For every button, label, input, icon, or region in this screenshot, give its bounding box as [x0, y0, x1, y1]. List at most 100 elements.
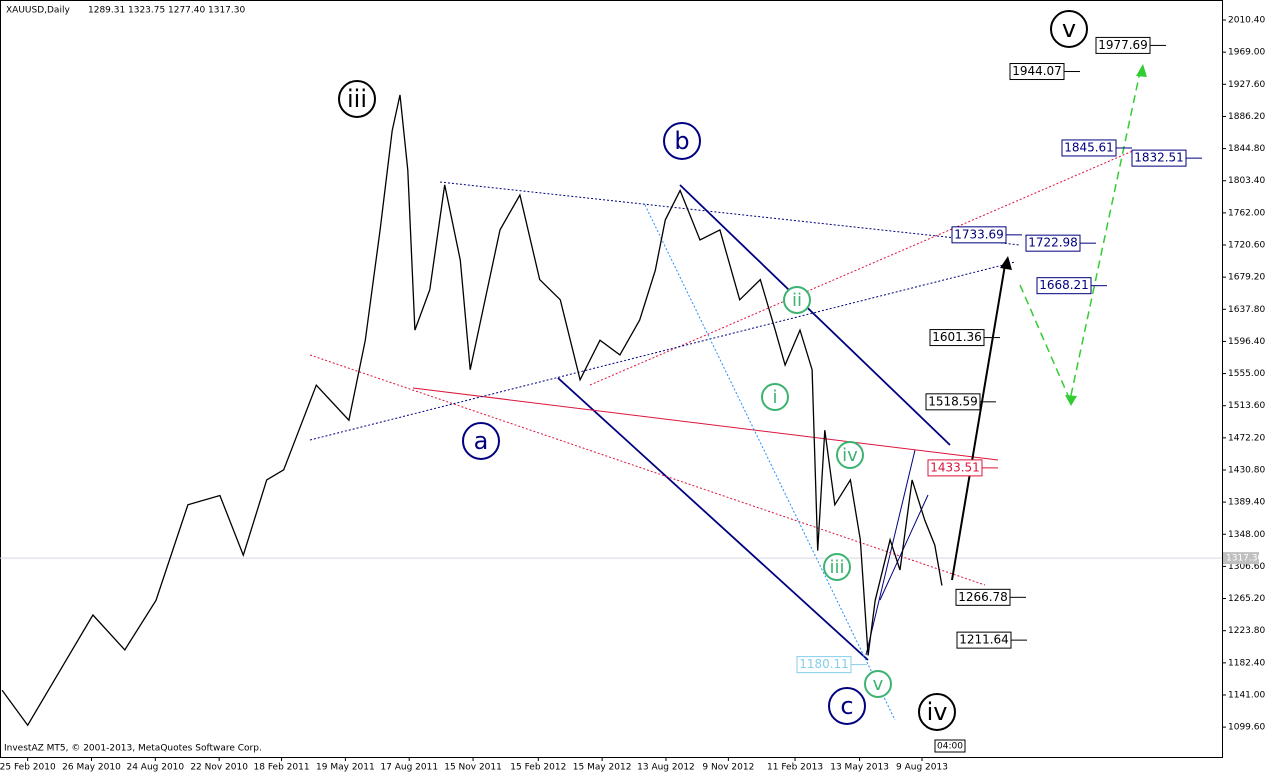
x-tick-label: 24 Aug 2010 — [126, 763, 184, 773]
level-box — [927, 459, 983, 477]
y-tick-label: 1348.00 — [1228, 530, 1265, 540]
y-tick-label: 1389.40 — [1228, 498, 1265, 508]
y-tick-label: 1141.00 — [1228, 690, 1265, 700]
copyright: InvestAZ MT5, © 2001-2013, MetaQuotes So… — [4, 744, 262, 754]
x-tick-label: 13 Aug 2012 — [637, 763, 695, 773]
trendline — [589, 149, 1136, 386]
wave-circle — [823, 553, 851, 581]
level-box — [1025, 234, 1081, 252]
y-tick-label: 1679.20 — [1228, 273, 1265, 283]
plot-frame — [0, 0, 1223, 758]
y-tick-label: 1182.40 — [1228, 658, 1265, 668]
quote-value: 1289.31 — [88, 6, 125, 16]
wave-label: iii — [347, 85, 367, 113]
level-label: 1845.61 — [1064, 140, 1114, 154]
wave-circle — [783, 286, 811, 314]
level-label: 1722.98 — [1028, 236, 1078, 250]
y-tick-label: 1969.00 — [1228, 48, 1265, 58]
projection-path — [1019, 71, 1141, 403]
y-tick-label: 1803.40 — [1228, 176, 1265, 186]
trendline — [412, 387, 999, 461]
y-tick-label: 1265.20 — [1228, 594, 1265, 604]
x-tick-label: 17 Aug 2011 — [380, 763, 438, 773]
y-tick-label: 1886.20 — [1228, 112, 1265, 122]
wave-label: iv — [927, 698, 948, 726]
level-label: 1180.11 — [799, 657, 849, 671]
level-label: 1832.51 — [1134, 151, 1184, 165]
level-box — [1009, 63, 1065, 81]
y-tick-label: 1306.60 — [1228, 562, 1265, 572]
y-tick-label: 1844.80 — [1228, 144, 1265, 154]
wave-circle — [918, 693, 956, 731]
x-tick-label: 15 Feb 2012 — [510, 763, 566, 773]
y-tick-label: 1555.00 — [1228, 369, 1265, 379]
quote-value: 1277.40 — [168, 6, 205, 16]
level-label: 1433.51 — [930, 460, 980, 474]
wave-circle — [663, 122, 701, 160]
level-label: 1601.36 — [932, 330, 982, 344]
arrow-head — [1065, 395, 1077, 406]
trendline — [879, 494, 929, 601]
y-tick-label: 1099.60 — [1228, 723, 1265, 733]
wave-label: a — [474, 427, 489, 455]
last-price-box — [1223, 552, 1259, 565]
level-label: 1211.64 — [959, 633, 1009, 647]
wave-label: v — [873, 674, 884, 695]
level-label: 1518.59 — [928, 394, 978, 408]
x-tick-label: 22 Nov 2010 — [190, 763, 248, 773]
wave-circle — [864, 670, 892, 698]
x-tick-label: 15 May 2012 — [573, 763, 632, 773]
level-box — [796, 656, 852, 674]
trendline — [557, 377, 869, 661]
level-label: 1977.69 — [1098, 38, 1148, 52]
y-tick-label: 1223.80 — [1228, 626, 1265, 636]
level-box — [955, 588, 1011, 606]
x-tick-label: 9 Aug 2013 — [896, 763, 948, 773]
wave-circle — [338, 80, 376, 118]
level-box — [925, 393, 981, 411]
level-label: 1266.78 — [958, 590, 1008, 604]
last-price-label: 1317.30 — [1226, 554, 1263, 564]
y-tick-label: 1513.60 — [1228, 401, 1265, 411]
x-tick-label: 19 May 2011 — [316, 763, 375, 773]
level-box — [929, 329, 985, 347]
wave-circle — [761, 383, 789, 411]
trendline — [951, 264, 1006, 581]
level-label: 1944.07 — [1012, 64, 1062, 78]
quote-value: 1317.30 — [208, 6, 245, 16]
y-tick-label: 2010.40 — [1228, 16, 1265, 26]
wave-circle — [828, 687, 866, 725]
wave-label: ii — [792, 290, 802, 311]
x-tick-label: 11 Feb 2013 — [767, 763, 823, 773]
wave-label: b — [674, 127, 689, 155]
y-tick-label: 1762.00 — [1228, 208, 1265, 218]
trendline — [309, 261, 1016, 441]
y-tick-label: 1596.40 — [1228, 337, 1265, 347]
x-tick-label: 25 Feb 2010 — [0, 763, 56, 773]
level-label: 1668.21 — [1039, 278, 1089, 292]
level-box — [956, 631, 1012, 649]
wave-label: c — [840, 692, 853, 720]
arrow-head — [1136, 64, 1147, 77]
level-box — [1095, 36, 1151, 54]
trendline — [439, 181, 1021, 246]
trendline — [679, 184, 951, 446]
y-tick-label: 1927.60 — [1228, 80, 1265, 90]
quote-value: 1323.75 — [128, 6, 165, 16]
trendline — [309, 354, 986, 586]
wave-circle — [462, 422, 500, 460]
x-tick-label: 15 Nov 2011 — [444, 763, 502, 773]
y-tick-label: 1472.20 — [1228, 433, 1265, 443]
arrow-head — [1000, 256, 1012, 270]
time-label: 04:00 — [937, 742, 963, 752]
price-line — [1, 94, 943, 727]
wave-circle — [1050, 10, 1088, 48]
level-label: 1733.69 — [954, 227, 1004, 241]
level-box — [1036, 277, 1092, 295]
y-tick-label: 1720.60 — [1228, 241, 1265, 251]
wave-label: i — [772, 387, 777, 408]
y-tick-label: 1637.80 — [1228, 305, 1265, 315]
x-tick-label: 13 May 2013 — [830, 763, 889, 773]
